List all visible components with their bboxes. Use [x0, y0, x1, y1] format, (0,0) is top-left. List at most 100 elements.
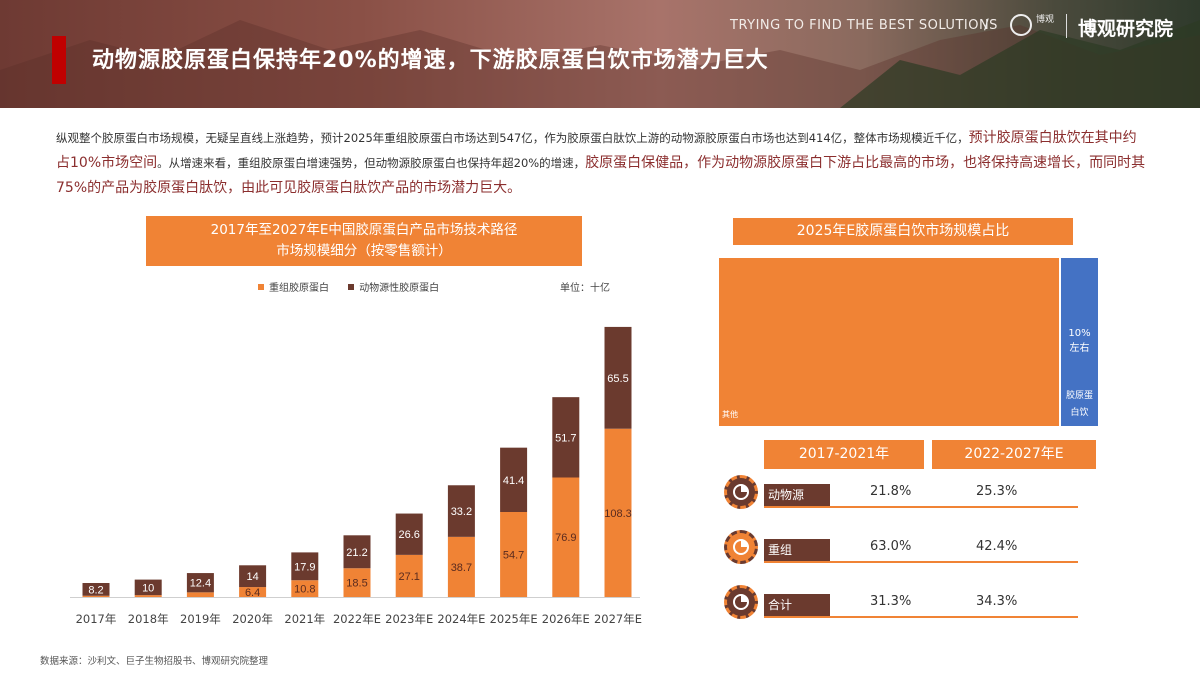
- legend-label-animal: 动物源性胶原蛋白: [359, 283, 440, 294]
- cagr-row-recombinant: 重组 63.0% 42.4%: [724, 530, 1084, 570]
- bar-recombinant: [82, 595, 110, 597]
- stacked-bar-chart: 8.2 2017年 10 2018年 12.4 2019年 6.4 14 2020年 10.8 17…: [70, 326, 642, 626]
- cagr-value-period2: 25.3%: [976, 484, 1018, 499]
- data-label-recombinant: 38.7: [451, 562, 472, 574]
- bar-recombinant: [552, 477, 580, 597]
- x-tick-label: 2022年E: [333, 612, 381, 626]
- separator-slash: /: [984, 17, 989, 33]
- pie-chart-icon: [724, 530, 758, 564]
- pie-chart-icon: [724, 585, 758, 619]
- cagr-row-label: 重组: [764, 539, 830, 562]
- data-label-animal: 8.2: [88, 584, 103, 596]
- bar-animal: [291, 552, 319, 581]
- bar-recombinant: [291, 580, 319, 597]
- row-underline: [764, 616, 1078, 618]
- bar-recombinant: [447, 536, 475, 597]
- intro-highlight-2: 胶原蛋白保健品，作为动物源胶原蛋白下游占比最高的市场，也将保持高速增长，而同时其…: [56, 155, 1146, 196]
- row-underline: [764, 561, 1078, 563]
- bar-recombinant: [604, 428, 632, 597]
- data-label-animal: 65.5: [607, 373, 628, 385]
- tagline: TRYING TO FIND THE BEST SOLUTIONS: [730, 18, 998, 33]
- bar-chart-title-line1: 2017年至2027年E中国胶原蛋白产品市场技术路径: [210, 222, 518, 238]
- cagr-row-animal: 动物源 21.8% 25.3%: [724, 475, 1084, 515]
- bar-animal: [239, 565, 267, 588]
- data-label-animal: 26.6: [398, 529, 419, 541]
- x-tick-label: 2021年: [284, 612, 325, 626]
- header-banner: 动物源胶原蛋白保持年20%的增速，下游胶原蛋白饮市场潜力巨大 TRYING TO…: [0, 0, 1200, 108]
- bar-chart-unit: 单位：十亿: [560, 283, 610, 294]
- treemap-other-block: 其他: [719, 258, 1059, 426]
- bar-recombinant: [186, 592, 214, 597]
- bar-chart-title: 2017年至2027年E中国胶原蛋白产品市场技术路径 市场规模细分（按零售额计）: [146, 216, 582, 266]
- bar-recombinant: [134, 595, 162, 597]
- treemap-drink-label-line1: 胶原蛋: [1065, 391, 1093, 401]
- bar-animal: [134, 579, 162, 596]
- intro-text-2: 。从增速来看，重组胶原蛋白增速强势，但动物源胶原蛋白也保持年超20%的增速，: [157, 156, 586, 170]
- bar-chart-legend: 重组胶原蛋白 动物源性胶原蛋白: [258, 279, 455, 294]
- bar-recombinant: [500, 511, 528, 597]
- data-label-animal: 17.9: [294, 561, 315, 573]
- cagr-value-period2: 34.3%: [976, 594, 1018, 609]
- data-label-recombinant: 6.4: [245, 587, 260, 599]
- treemap-title: 2025年E胶原蛋白饮市场规模占比: [733, 218, 1073, 245]
- intro-text-1: 纵观整个胶原蛋白市场规模，无疑呈直线上涨趋势，预计2025年重组胶原蛋白市场达到…: [56, 131, 969, 145]
- cagr-value-period1: 31.3%: [870, 594, 912, 609]
- bar-animal: [186, 573, 214, 593]
- logo-text: 博观: [1036, 15, 1055, 25]
- bar-recombinant: [239, 587, 267, 597]
- row-underline: [764, 506, 1078, 508]
- x-tick-label: 2025年E: [490, 612, 538, 626]
- cagr-value-period2: 42.4%: [976, 539, 1018, 554]
- x-tick-label: 2020年: [232, 612, 273, 626]
- bar-animal: [447, 485, 475, 537]
- data-label-animal: 12.4: [190, 578, 211, 590]
- legend-swatch-recombinant: [258, 284, 264, 290]
- data-label-animal: 41.4: [503, 475, 524, 487]
- data-label-recombinant: 27.1: [398, 571, 419, 583]
- cagr-value-period1: 21.8%: [870, 484, 912, 499]
- cagr-row-label: 动物源: [764, 484, 830, 507]
- cagr-value-period1: 63.0%: [870, 539, 912, 554]
- treemap-drink-pct-line2: 左右: [1069, 343, 1090, 354]
- logo-divider: [1066, 14, 1067, 38]
- legend-swatch-animal: [348, 284, 355, 290]
- cagr-period-2: 2022-2027年E: [932, 440, 1096, 469]
- bar-animal: [343, 535, 371, 569]
- treemap-drink-label: 胶原蛋 白饮: [1061, 388, 1098, 422]
- x-tick-label: 2024年E: [437, 612, 485, 626]
- bar-animal: [552, 397, 580, 478]
- data-label-animal: 14: [246, 571, 258, 583]
- mountain-background: [0, 20, 1200, 108]
- intro-highlight-1: 预计胶原蛋白肽饮在其中约占10%市场空间: [56, 130, 1137, 171]
- pie-chart-icon: [724, 475, 758, 509]
- data-label-recombinant: 76.9: [555, 532, 576, 544]
- bar-chart-title-line2: 市场规模细分（按零售额计）: [276, 243, 452, 259]
- bar-recombinant: [395, 554, 423, 597]
- data-label-recombinant: 18.5: [346, 578, 367, 590]
- bar-recombinant: [343, 568, 371, 597]
- cagr-row-total: 合计 31.3% 34.3%: [724, 585, 1084, 625]
- cagr-period-1: 2017-2021年: [764, 440, 924, 469]
- bar-animal: [82, 583, 110, 596]
- treemap-drink-label-line2: 白饮: [1070, 408, 1089, 418]
- x-tick-label: 2017年: [76, 612, 117, 626]
- title-accent-bar: [52, 36, 66, 84]
- data-label-animal: 10: [142, 582, 154, 594]
- treemap-drink-block: 10% 左右 胶原蛋 白饮: [1061, 258, 1098, 426]
- legend-item-animal: 动物源性胶原蛋白: [348, 283, 439, 294]
- data-label-recombinant: 108.3: [604, 508, 632, 520]
- treemap-other-label: 其他: [722, 410, 738, 419]
- data-label-animal: 33.2: [451, 506, 472, 518]
- cagr-row-label: 合计: [764, 594, 830, 617]
- data-label-recombinant: 10.8: [294, 584, 315, 596]
- x-tick-label: 2018年: [128, 612, 169, 626]
- legend-item-recombinant: 重组胶原蛋白: [258, 283, 329, 294]
- legend-label-recombinant: 重组胶原蛋白: [269, 283, 329, 294]
- bar-animal: [500, 447, 528, 512]
- bar-animal: [395, 513, 423, 555]
- bar-animal: [604, 326, 632, 429]
- data-label-animal: 21.2: [346, 547, 367, 559]
- x-tick-label: 2023年E: [385, 612, 433, 626]
- page-title: 动物源胶原蛋白保持年20%的增速，下游胶原蛋白饮市场潜力巨大: [92, 48, 769, 73]
- brand-name: 博观研究院: [1078, 18, 1174, 40]
